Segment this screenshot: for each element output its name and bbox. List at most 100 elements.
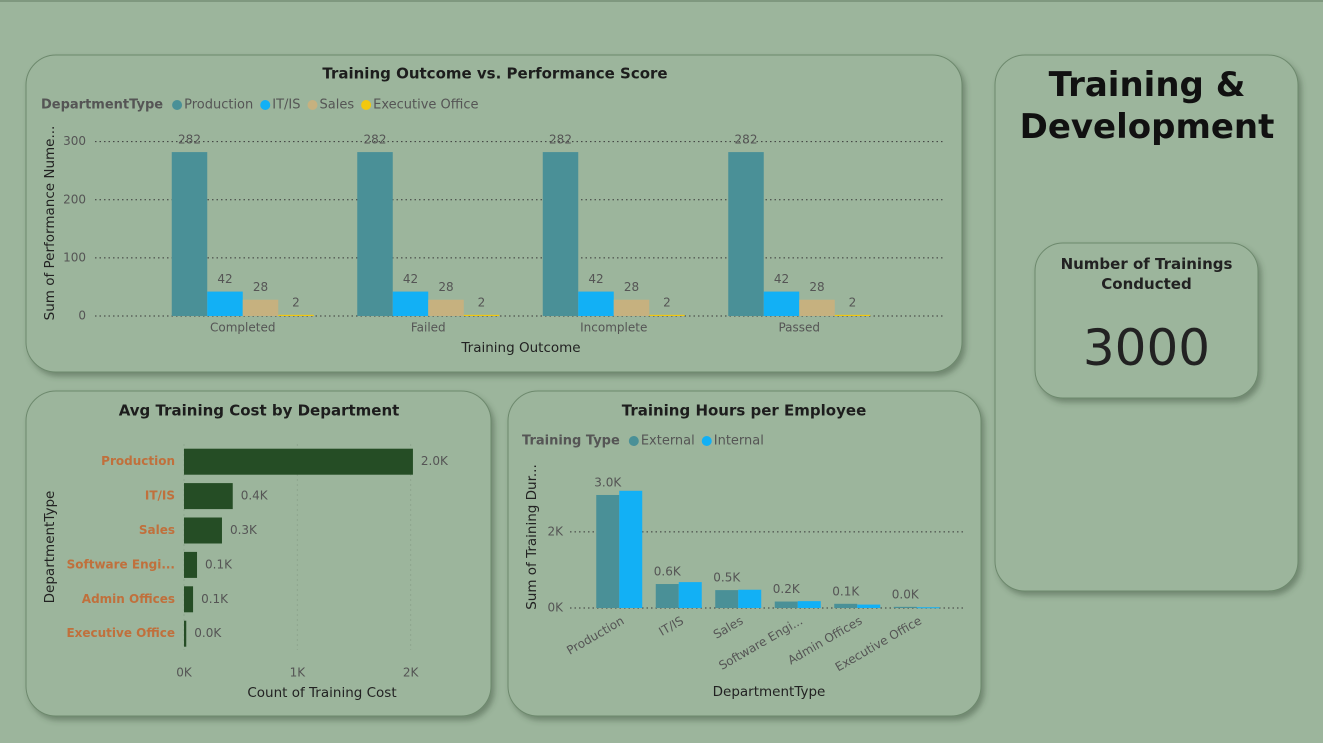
y-tick-label: 300 xyxy=(63,134,86,148)
y-tick-label: IT/IS xyxy=(145,489,175,503)
panel xyxy=(25,54,963,373)
legend-label: IT/IS xyxy=(272,98,300,113)
bar xyxy=(184,448,413,475)
chart-title: Training Outcome vs. Performance Score xyxy=(322,65,667,83)
y-tick-label: Admin Offices xyxy=(82,592,175,606)
data-label: 42 xyxy=(217,272,232,286)
y-tick-label: 100 xyxy=(63,250,86,264)
legend-label: Executive Office xyxy=(373,98,478,113)
panel xyxy=(507,390,982,717)
y-axis-title: Sum of Performance Nume... xyxy=(42,126,58,321)
data-label: 28 xyxy=(624,280,639,294)
legend-label: Internal xyxy=(714,434,764,449)
y-tick-label: 0 xyxy=(78,309,86,323)
data-label: 28 xyxy=(438,280,453,294)
legend-title: DepartmentType xyxy=(41,98,163,113)
legend-label: Sales xyxy=(320,98,355,113)
bar xyxy=(799,299,835,316)
bar xyxy=(171,152,208,316)
bar xyxy=(649,314,685,316)
x-tick-label: 1K xyxy=(290,666,307,680)
y-tick-label: 200 xyxy=(63,192,86,206)
data-label: 2 xyxy=(849,295,857,309)
data-label: 0.1K xyxy=(832,584,860,598)
data-label: 0.6K xyxy=(654,565,682,579)
bar xyxy=(763,291,800,316)
x-tick-label: Incomplete xyxy=(580,321,647,335)
legend-marker xyxy=(172,100,183,110)
bar xyxy=(834,314,871,316)
bar xyxy=(463,314,500,316)
bar xyxy=(184,483,233,510)
legend-marker xyxy=(628,436,639,446)
data-label: 0.1K xyxy=(205,557,233,571)
bar xyxy=(613,299,650,316)
top-edge xyxy=(0,0,1323,2)
bar xyxy=(678,582,702,608)
x-tick-label: Failed xyxy=(411,321,446,335)
x-tick-label: 2K xyxy=(403,666,420,680)
legend-title: Training Type xyxy=(522,434,620,449)
x-axis-title: DepartmentType xyxy=(713,684,826,700)
bar xyxy=(184,551,198,578)
bar xyxy=(834,603,858,608)
y-tick-label: Software Engi... xyxy=(67,557,175,571)
bar xyxy=(242,299,279,316)
data-label: 282 xyxy=(735,133,758,147)
data-label: 2 xyxy=(663,295,671,309)
bar xyxy=(893,606,917,608)
y-tick-label: 0K xyxy=(547,601,564,615)
y-tick-label: Production xyxy=(101,454,175,468)
bar xyxy=(655,584,679,608)
data-label: 0.4K xyxy=(241,489,269,503)
bar xyxy=(857,604,881,608)
data-label: 2.0K xyxy=(421,454,449,468)
panel xyxy=(25,390,492,717)
y-axis-title: Sum of Training Dur... xyxy=(524,464,540,610)
y-axis-title: DepartmentType xyxy=(42,491,58,604)
legend-marker xyxy=(307,100,318,110)
legend-marker xyxy=(361,100,372,110)
data-label: 42 xyxy=(403,272,418,286)
data-label: 0.1K xyxy=(201,592,229,606)
y-tick-label: Sales xyxy=(139,523,175,537)
data-label: 0.0K xyxy=(194,626,222,640)
bar xyxy=(278,314,314,316)
bar xyxy=(738,589,762,608)
y-tick-label: Executive Office xyxy=(66,626,175,640)
chart-title: Avg Training Cost by Department xyxy=(119,402,400,420)
bar xyxy=(596,494,620,608)
card-value: 3000 xyxy=(1082,319,1211,377)
data-label: 282 xyxy=(178,133,201,147)
data-label: 0.3K xyxy=(230,523,258,537)
bar xyxy=(392,291,429,316)
data-label: 0.0K xyxy=(892,587,920,601)
bar xyxy=(207,291,243,316)
legend-marker xyxy=(701,436,712,446)
legend-label: Production xyxy=(184,98,253,113)
bar xyxy=(184,620,187,647)
x-tick-label: Passed xyxy=(778,321,820,335)
data-label: 282 xyxy=(364,133,387,147)
x-axis-title: Training Outcome xyxy=(460,340,580,356)
bar xyxy=(715,590,739,608)
x-tick-label: 0K xyxy=(176,666,193,680)
data-label: 42 xyxy=(774,272,789,286)
bar xyxy=(184,517,222,544)
y-tick-label: 2K xyxy=(547,524,564,538)
data-label: 0.5K xyxy=(713,571,741,585)
x-axis-title: Count of Training Cost xyxy=(247,685,396,701)
bar xyxy=(916,607,940,609)
x-tick-label: Completed xyxy=(210,321,275,335)
chart-title: Training Hours per Employee xyxy=(622,402,867,420)
bar xyxy=(357,152,393,316)
legend-marker xyxy=(260,100,271,110)
data-label: 2 xyxy=(292,295,300,309)
bar xyxy=(542,152,579,316)
bar xyxy=(774,601,798,608)
bar xyxy=(428,299,464,316)
bar xyxy=(797,601,821,608)
data-label: 28 xyxy=(253,280,268,294)
